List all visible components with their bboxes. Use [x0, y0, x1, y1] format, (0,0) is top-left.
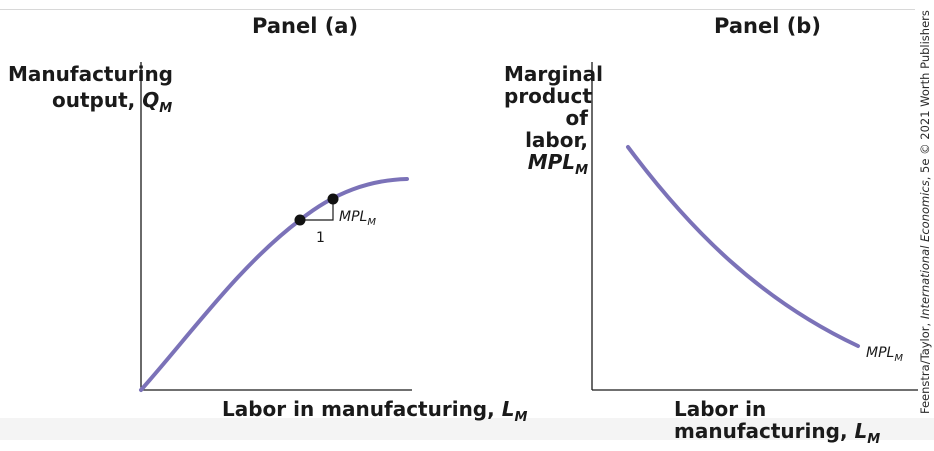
panel-a-slope-label: MPLM: [339, 209, 376, 228]
copyright-credit: Feenstra/Taylor, International Economics…: [918, 10, 932, 414]
top-divider: [0, 9, 915, 10]
bottom-band: [0, 418, 934, 440]
panel-b-curve-label: MPLM: [866, 345, 903, 364]
panel-a-y-label-line2: output, QM: [52, 88, 173, 116]
panel-a-production-curve: [139, 177, 409, 392]
panel-a-point-upper: [327, 193, 339, 205]
graphs-svg: 1 MPLM MPLM: [139, 62, 918, 392]
panel-b-x-label: Labor in manufacturing, LM: [674, 397, 881, 447]
figure: Panel (a) Panel (b) Manufacturing output…: [0, 9, 934, 447]
panel-b-mpl-curve: [626, 145, 860, 348]
panel-b-y-label-line2: product: [504, 84, 592, 108]
panel-a-slope-triangle: [300, 200, 334, 221]
panel-b-y-label-line4: MPLM: [527, 150, 588, 178]
panel-a-point-lower: [294, 214, 306, 226]
panel-b-y-label-line3: of labor,: [525, 106, 588, 152]
panel-a-run-label: 1: [316, 230, 325, 246]
panel-b-y-label: Marginal product of labor, MPLM: [504, 62, 604, 182]
panel-a-y-label-line1: Manufacturing: [8, 62, 173, 86]
panel-b-y-label-line1: Marginal: [504, 62, 604, 86]
panel-b-title: Panel (b): [714, 14, 821, 38]
panel-a-x-label: Labor in manufacturing, LM: [222, 397, 528, 425]
panel-a-title: Panel (a): [252, 14, 359, 38]
